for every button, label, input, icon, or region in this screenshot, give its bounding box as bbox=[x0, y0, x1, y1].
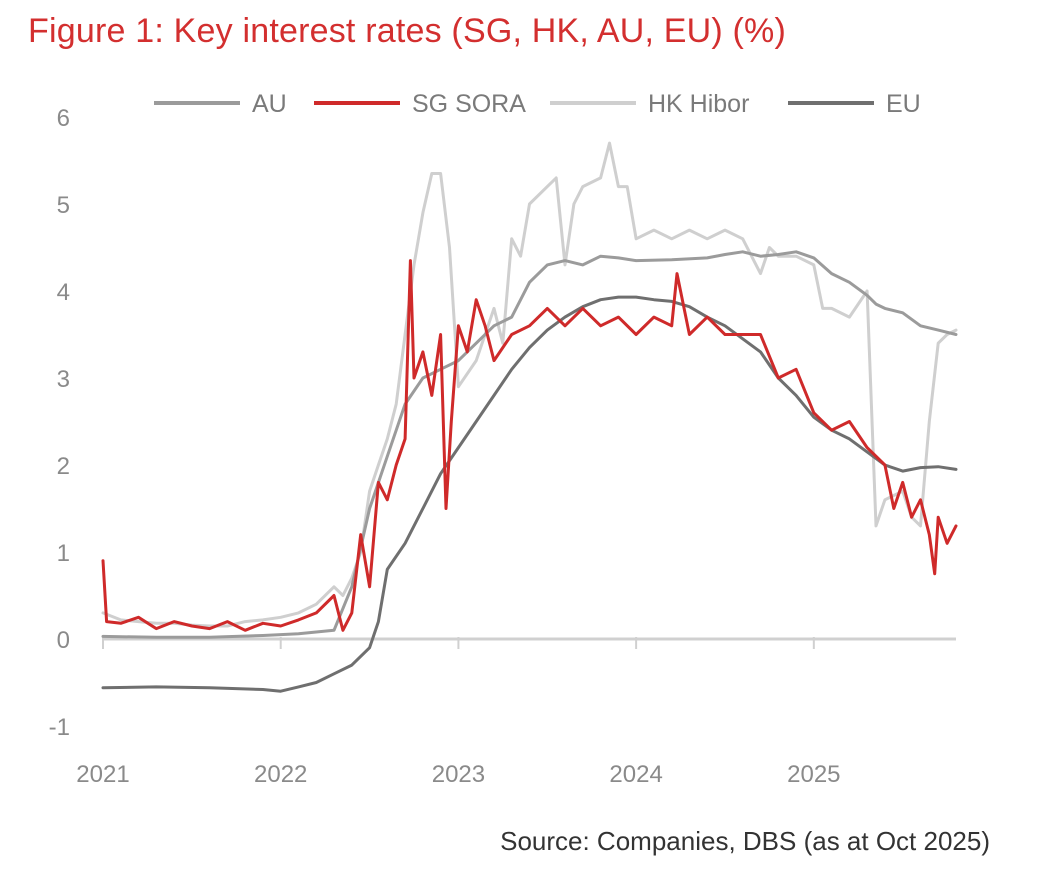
x-tick-label-2022: 2022 bbox=[254, 761, 307, 788]
y-tick-label-0: 0 bbox=[57, 627, 70, 654]
source-note: Source: Companies, DBS (as at Oct 2025) bbox=[500, 826, 990, 856]
legend: AU SG SORA HK Hibor EU bbox=[154, 90, 921, 118]
y-tick-label-1: 1 bbox=[57, 540, 70, 567]
legend-label-sg-sora: SG SORA bbox=[412, 90, 526, 118]
y-tick-label-6: 6 bbox=[57, 105, 70, 132]
x-tick-label-2021: 2021 bbox=[76, 761, 129, 788]
series-line-sg-sora bbox=[101, 259, 958, 632]
x-tick-label-2023: 2023 bbox=[432, 761, 485, 788]
y-tick-label-3: 3 bbox=[57, 366, 70, 393]
y-tick-label-2: 2 bbox=[57, 453, 70, 480]
series-line-eu bbox=[101, 295, 958, 693]
series-line-hk-hibor bbox=[101, 141, 958, 628]
y-tick-label-4: 4 bbox=[57, 279, 70, 306]
plot-area: 2021 2022 2023 2024 2025 -1 0 1 2 3 4 5 6 bbox=[49, 105, 958, 788]
x-tick-label-2024: 2024 bbox=[609, 761, 662, 788]
figure-title: Figure 1: Key interest rates (SG, HK, AU… bbox=[28, 12, 787, 50]
legend-label-hk-hibor: HK Hibor bbox=[648, 90, 749, 118]
legend-label-au: AU bbox=[252, 90, 287, 118]
y-tick-label--1: -1 bbox=[49, 714, 70, 741]
y-tick-label-5: 5 bbox=[57, 192, 70, 219]
x-tick-label-2025: 2025 bbox=[787, 761, 840, 788]
legend-label-eu: EU bbox=[886, 90, 921, 118]
